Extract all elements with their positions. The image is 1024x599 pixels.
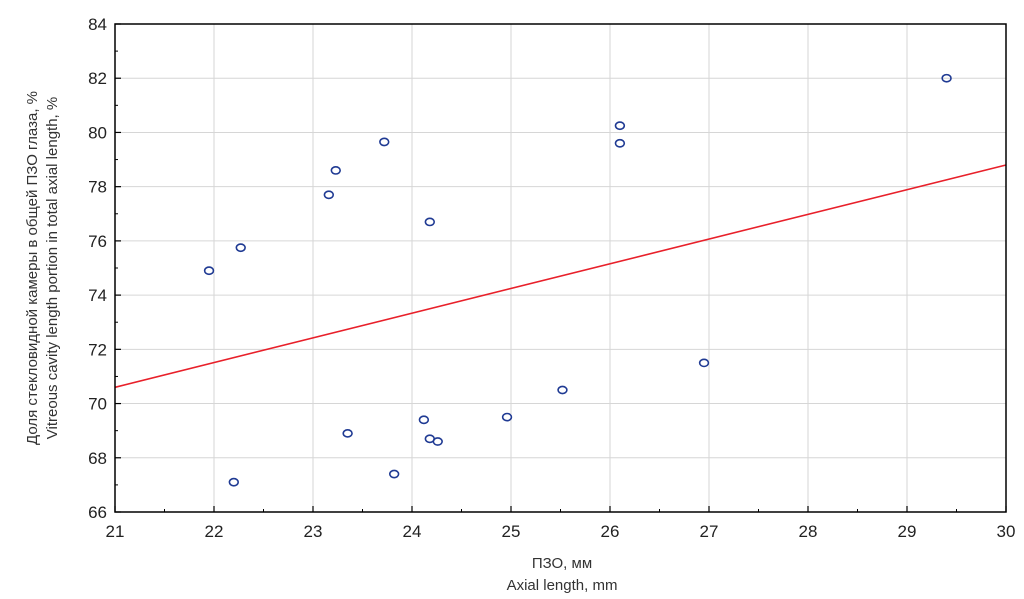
data-point — [228, 477, 240, 487]
y-tick-label: 82 — [88, 69, 107, 88]
data-point — [432, 437, 443, 446]
y-tick-label: 78 — [88, 178, 107, 197]
y-tick-label: 70 — [88, 395, 107, 414]
y-tick-label: 84 — [88, 15, 107, 34]
data-point — [424, 217, 436, 227]
x-tick-label: 30 — [997, 522, 1016, 541]
x-tick-label: 26 — [601, 522, 620, 541]
data-point — [235, 243, 246, 253]
regression-line — [114, 164, 1007, 389]
y-tick-label: 80 — [88, 123, 107, 142]
data-point — [203, 266, 215, 276]
y-axis-title-line-1: Доля стекловидной камеры в общей ПЗО гла… — [24, 91, 41, 445]
plot-frame-group — [114, 23, 1007, 513]
data-points — [203, 73, 952, 487]
data-point — [557, 385, 568, 395]
data-point — [342, 428, 353, 438]
x-tick-label: 24 — [403, 522, 422, 541]
grid — [115, 24, 1006, 512]
x-tick-label: 21 — [106, 522, 125, 541]
y-tick-label: 68 — [88, 449, 107, 468]
y-tick-label: 72 — [88, 340, 107, 359]
data-point — [330, 165, 341, 175]
y-axis-title-line-2: Vitreous cavity length portion in total … — [44, 97, 61, 439]
x-axis-ticks: 21 22 23 24 25 26 27 28 29 30 — [106, 506, 1016, 541]
x-tick-label: 22 — [205, 522, 224, 541]
data-point — [323, 190, 335, 200]
data-point — [698, 358, 710, 368]
data-point — [501, 412, 513, 422]
y-tick-label: 66 — [88, 503, 107, 522]
x-tick-label: 23 — [304, 522, 323, 541]
x-tick-label: 27 — [700, 522, 719, 541]
x-tick-label: 29 — [898, 522, 917, 541]
data-point — [941, 73, 952, 83]
x-tick-label: 28 — [799, 522, 818, 541]
x-axis-title-line-2: Axial length, mm — [507, 577, 618, 594]
data-point — [614, 138, 626, 148]
data-point — [379, 137, 390, 147]
x-tick-label: 25 — [502, 522, 521, 541]
plot-frame — [114, 23, 1007, 513]
x-axis-title-line-1: ПЗО, мм — [532, 555, 592, 572]
data-point — [614, 121, 626, 131]
y-axis-ticks: 66 68 70 72 74 76 78 80 82 84 — [88, 15, 121, 522]
regression-line-group — [114, 164, 1007, 389]
y-tick-label: 74 — [88, 286, 107, 305]
data-point — [388, 469, 400, 479]
data-point — [418, 415, 430, 425]
y-tick-label: 76 — [88, 232, 107, 251]
